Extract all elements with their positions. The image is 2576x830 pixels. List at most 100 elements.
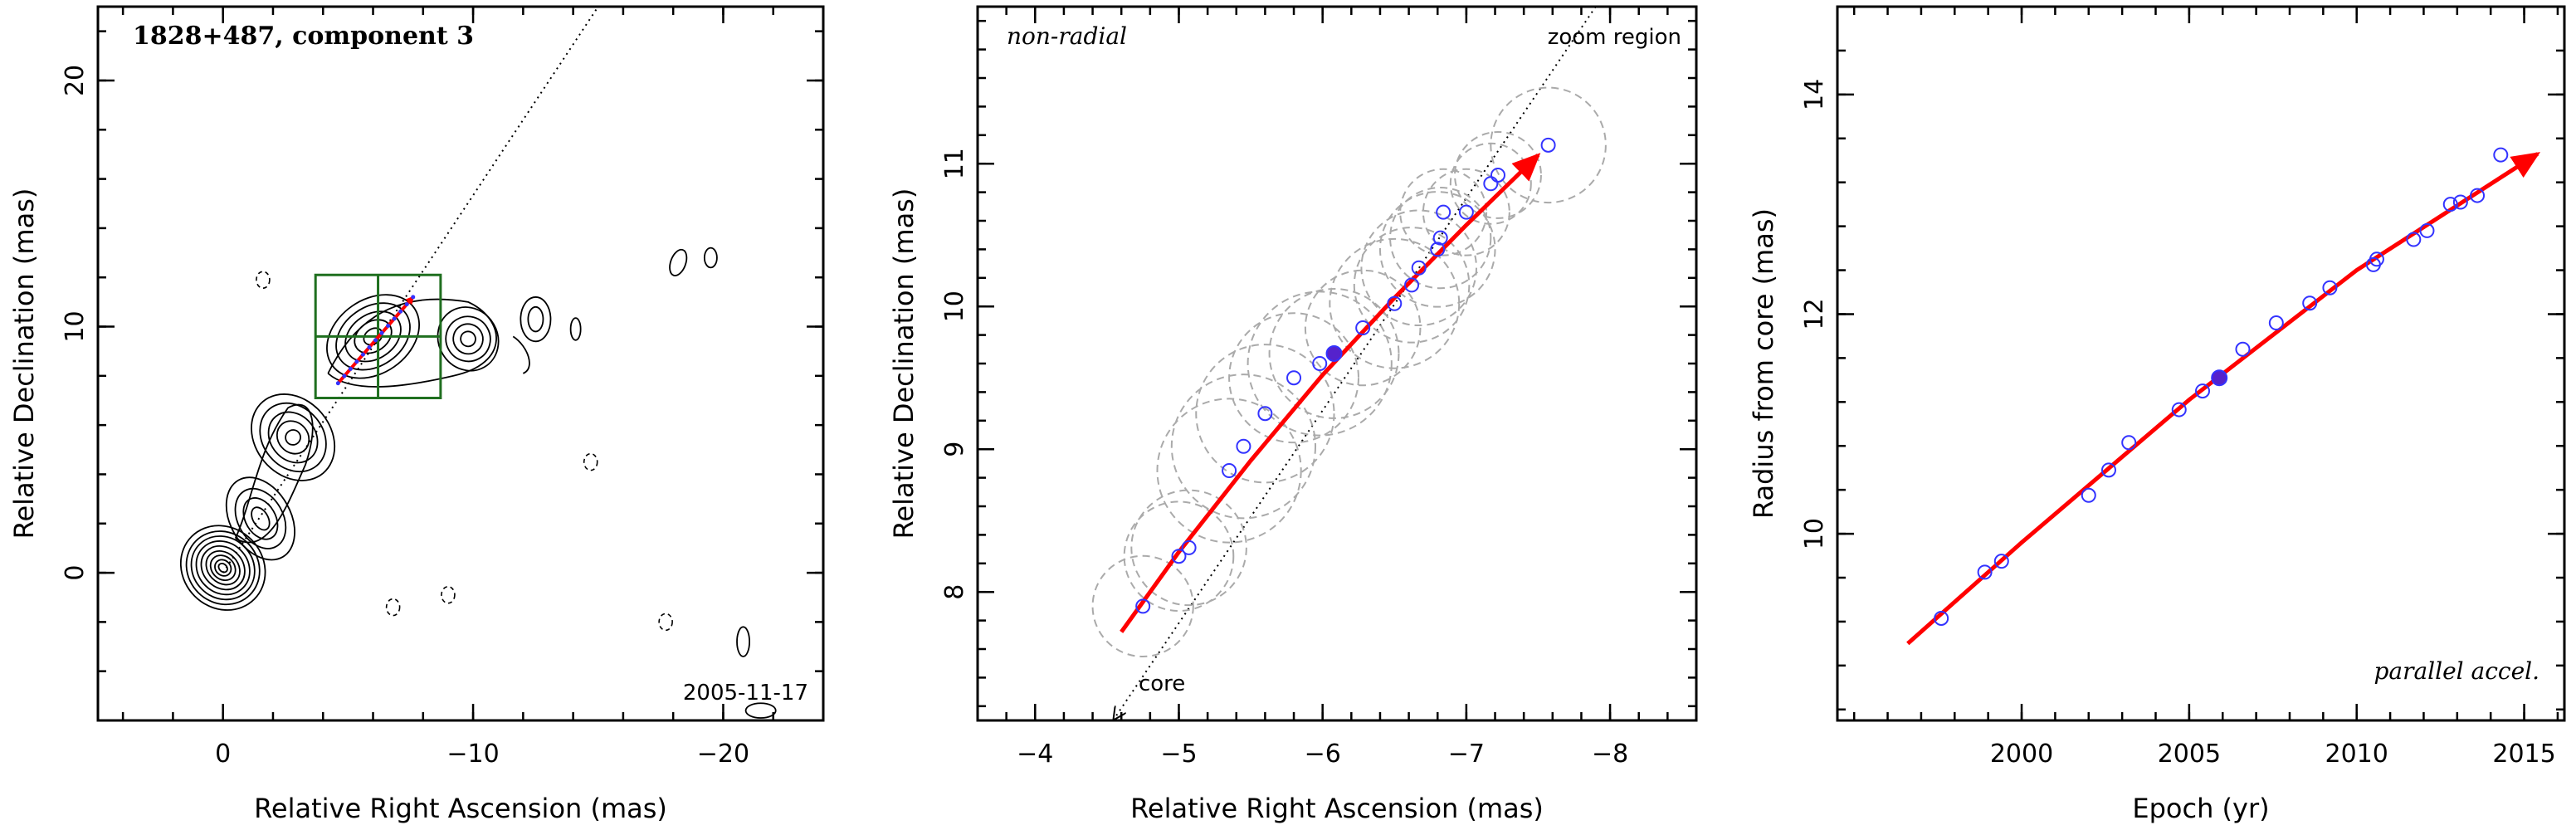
component-circle xyxy=(1360,209,1478,327)
trajectory-point xyxy=(342,374,347,378)
zoom-region-label: zoom region xyxy=(1548,25,1681,50)
data-point xyxy=(1458,204,1474,220)
x-axis-label: Relative Right Ascension (mas) xyxy=(254,793,667,824)
highlight-point xyxy=(1325,344,1343,362)
y-tick-label: 8 xyxy=(940,584,969,600)
contour-line xyxy=(205,549,241,586)
component-circle xyxy=(1156,398,1302,544)
data-point xyxy=(1436,204,1451,220)
y-tick-label: 14 xyxy=(1800,79,1829,110)
x-tick-label: −6 xyxy=(1305,740,1341,769)
data-point xyxy=(2171,402,2187,417)
y-tick-label: 20 xyxy=(61,65,90,96)
data-point xyxy=(2268,315,2284,331)
panel-zoom-region: −4 −5 −6 −7 −8 8 9 10 11 Relative Right Ascension… xyxy=(888,5,1698,824)
x-tick-label: −20 xyxy=(697,740,749,769)
x-axis-label: Relative Right Ascension (mas) xyxy=(1130,793,1544,824)
data-point xyxy=(2470,188,2486,203)
contour-line xyxy=(225,476,295,561)
data-point xyxy=(2493,147,2509,163)
plot-frame xyxy=(1836,5,2566,722)
plot-frame xyxy=(976,5,1698,722)
data-point xyxy=(2442,197,2458,212)
data-point xyxy=(2322,280,2338,295)
zoom-area xyxy=(1091,7,1607,719)
contour-line xyxy=(736,626,750,657)
data-point xyxy=(1977,564,1993,580)
negative-contour xyxy=(385,598,401,617)
y-tick-label: 10 xyxy=(1800,518,1829,549)
contour-knot xyxy=(327,298,497,388)
x-tick-label: 2010 xyxy=(2325,740,2388,769)
trajectory-point xyxy=(373,338,378,343)
x-tick-label: 2015 xyxy=(2492,740,2555,769)
x-tick-label: 2000 xyxy=(1990,740,2053,769)
component-circle xyxy=(1353,227,1471,344)
negative-contour xyxy=(441,585,456,604)
jet-axis-line xyxy=(1115,7,1597,719)
data-point xyxy=(1934,610,1949,626)
contour-line xyxy=(527,305,544,333)
data-point xyxy=(1483,176,1499,192)
trajectory-point xyxy=(398,309,403,314)
component-circle xyxy=(1247,290,1393,437)
data-point xyxy=(2406,232,2422,247)
trajectory-curve xyxy=(1120,153,1541,633)
data-point xyxy=(1387,295,1403,311)
component-circle xyxy=(1123,500,1235,613)
trajectory-point xyxy=(348,366,353,371)
x-tick-label: −4 xyxy=(1017,740,1053,769)
trajectory-point xyxy=(386,324,391,329)
plot-area xyxy=(1906,147,2541,646)
plot-frame xyxy=(96,5,825,722)
component-circle xyxy=(1091,554,1194,658)
core-label: core xyxy=(1139,671,1185,696)
y-axis-label: Relative Declination (mas) xyxy=(888,188,920,540)
trajectory-point xyxy=(404,302,409,307)
y-tick-label: 0 xyxy=(61,565,90,581)
trajectory-point xyxy=(367,344,372,349)
data-point xyxy=(1171,549,1187,564)
panel-label: non-radial xyxy=(1007,22,1127,50)
data-point xyxy=(1236,438,1251,454)
data-point xyxy=(2302,295,2318,311)
data-point xyxy=(1404,277,1420,293)
component-circle xyxy=(1399,168,1488,256)
contour-line xyxy=(267,411,319,464)
panel-label: parallel accel. xyxy=(2374,657,2539,685)
data-point xyxy=(1181,540,1197,555)
component-circle xyxy=(1329,237,1461,369)
data-point xyxy=(2081,487,2096,503)
data-point xyxy=(1222,463,1237,478)
y-tick-label: 10 xyxy=(61,310,90,342)
component-circle xyxy=(1454,131,1542,219)
contour-jet xyxy=(234,403,314,544)
y-tick-label: 11 xyxy=(940,148,969,179)
negative-contour xyxy=(658,613,673,632)
x-tick-label: −8 xyxy=(1592,740,1628,769)
data-point xyxy=(1411,260,1427,276)
y-tick-label: 12 xyxy=(1800,298,1829,330)
data-point xyxy=(1993,554,2009,569)
component-circle xyxy=(1449,142,1532,225)
contour-line xyxy=(520,296,552,343)
x-tick-label: −10 xyxy=(446,740,499,769)
data-point xyxy=(1490,167,1505,183)
data-point xyxy=(2369,251,2384,267)
data-point xyxy=(2100,462,2116,478)
contour-line xyxy=(460,330,476,348)
contour-line xyxy=(217,562,228,574)
contour-line xyxy=(344,310,402,363)
data-point xyxy=(1286,370,1302,386)
component-circle xyxy=(1422,168,1510,256)
x-tick-label: 2005 xyxy=(2158,740,2221,769)
data-point xyxy=(1432,230,1448,246)
contour-line xyxy=(285,429,301,446)
contour-line xyxy=(335,302,411,371)
data-point xyxy=(1312,356,1328,371)
component-circle xyxy=(1490,86,1607,204)
data-point xyxy=(2452,194,2468,210)
contour-line xyxy=(251,393,336,481)
contour-line xyxy=(452,323,484,355)
data-point xyxy=(1257,406,1273,422)
